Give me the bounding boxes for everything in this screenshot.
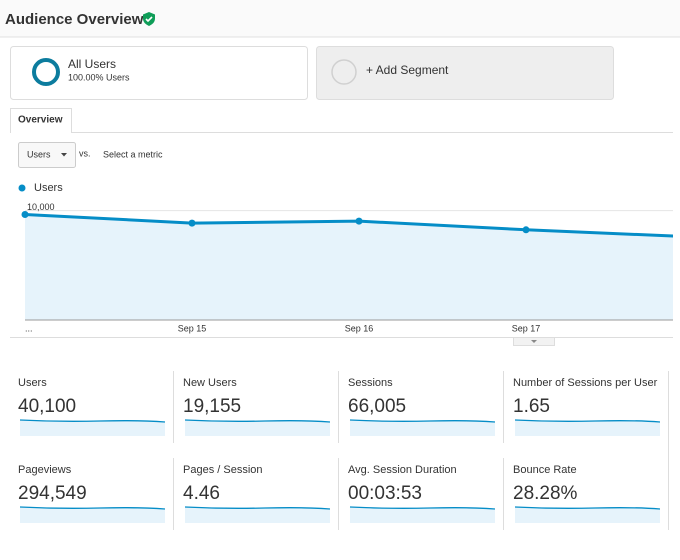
x-tick-label: Sep 17: [512, 323, 541, 333]
sparkline-area: [185, 507, 330, 523]
plot-clip: [21, 210, 673, 320]
tab-label: Overview: [18, 115, 63, 126]
metric-value: 4.46: [183, 483, 220, 504]
area: [25, 214, 673, 320]
metric-value: 19,155: [183, 396, 241, 417]
legend-dot: [18, 184, 26, 192]
sparkline: [184, 419, 331, 423]
scroll-arrow: [531, 340, 537, 343]
sparkline-area: [350, 507, 495, 523]
metric-label: Sessions: [348, 377, 393, 389]
metrics-grid: Users 40,100 New Users 19,155 Sessions 66,005…: [18, 371, 669, 530]
segment-icon: [32, 58, 60, 86]
metric-label: Pageviews: [18, 464, 72, 476]
point: [21, 210, 29, 218]
segment-name: All Users: [68, 57, 116, 71]
metric-label: Avg. Session Duration: [348, 464, 457, 476]
sparkline-area: [515, 507, 660, 523]
point: [355, 217, 363, 225]
sparkline: [514, 506, 661, 510]
legend-label: Users: [34, 182, 63, 194]
add-segment-label: + Add Segment: [366, 63, 449, 77]
sparkline-area: [20, 420, 165, 436]
y-tick-label: 10,000: [27, 202, 55, 212]
metric-label: Users: [18, 377, 47, 389]
add-segment-card[interactable]: [316, 46, 614, 100]
sparkline-area: [515, 420, 660, 436]
sparkline-area: [20, 507, 165, 523]
tab-cover: [11, 130, 71, 134]
metric-value: 294,549: [18, 483, 87, 504]
page-title: Audience Overview: [5, 11, 144, 28]
metric-value: 1.65: [513, 396, 550, 417]
x-tick-label: Sep 16: [345, 323, 374, 333]
metric-label: Number of Sessions per User: [513, 377, 658, 389]
sparkline: [349, 506, 496, 510]
add-segment-icon: [331, 59, 357, 85]
check-icon: [145, 16, 153, 23]
sparkline: [514, 419, 661, 423]
metric-value: 40,100: [18, 396, 76, 417]
point: [188, 219, 196, 227]
sparkline: [349, 419, 496, 423]
metric-value: 66,005: [348, 396, 406, 417]
select-metric-link[interactable]: Select a metric: [103, 149, 163, 159]
sparkline-area: [350, 420, 495, 436]
dropdown-arrow: [61, 153, 67, 157]
sparkline: [19, 419, 166, 423]
metric-label: Pages / Session: [183, 464, 263, 476]
segment-detail: 100.00% Users: [68, 72, 130, 82]
metric-label: New Users: [183, 377, 237, 389]
header-bar: [0, 0, 680, 37]
x-tick-label: ...: [25, 323, 33, 333]
dropdown-label: Users: [27, 149, 51, 159]
sparkline: [184, 506, 331, 510]
point: [522, 226, 530, 234]
metric-dropdown[interactable]: [18, 142, 76, 168]
x-tick-label: Sep 15: [178, 323, 207, 333]
segment-card[interactable]: [10, 46, 308, 100]
sparkline-area: [185, 420, 330, 436]
vs-label: vs.: [79, 148, 91, 158]
metric-value: 28.28%: [513, 483, 578, 504]
metric-label: Bounce Rate: [513, 464, 577, 476]
metric-value: 00:03:53: [348, 483, 422, 504]
sparkline: [19, 506, 166, 510]
